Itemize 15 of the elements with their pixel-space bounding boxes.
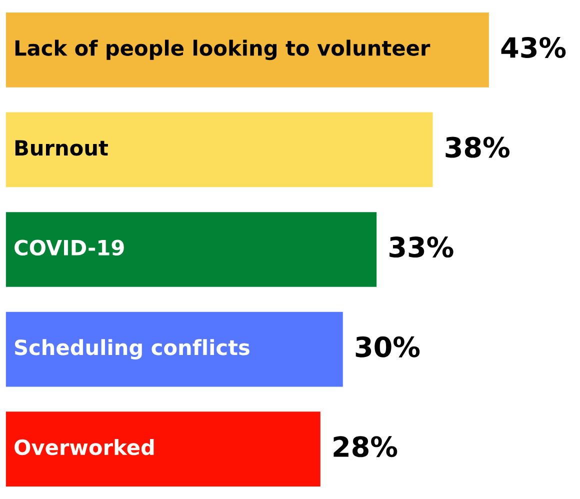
y-tick-label: Burnout [15, 140, 108, 156]
bar [6, 312, 343, 387]
bar [6, 412, 320, 487]
data-label: 28% [334, 436, 398, 458]
data-label: 33% [390, 236, 454, 258]
data-label: 43% [501, 36, 566, 58]
bar [6, 112, 433, 188]
data-label: 38% [446, 136, 510, 158]
y-tick-label: Lack of people looking to volunteer [15, 40, 430, 60]
y-tick-label: Scheduling conflicts [15, 339, 250, 360]
bar [6, 12, 489, 88]
bar [6, 212, 377, 287]
data-label: 30% [356, 336, 420, 358]
y-tick-label: Overworked [14, 439, 154, 456]
y-tick-label: COVID-19 [14, 240, 124, 256]
